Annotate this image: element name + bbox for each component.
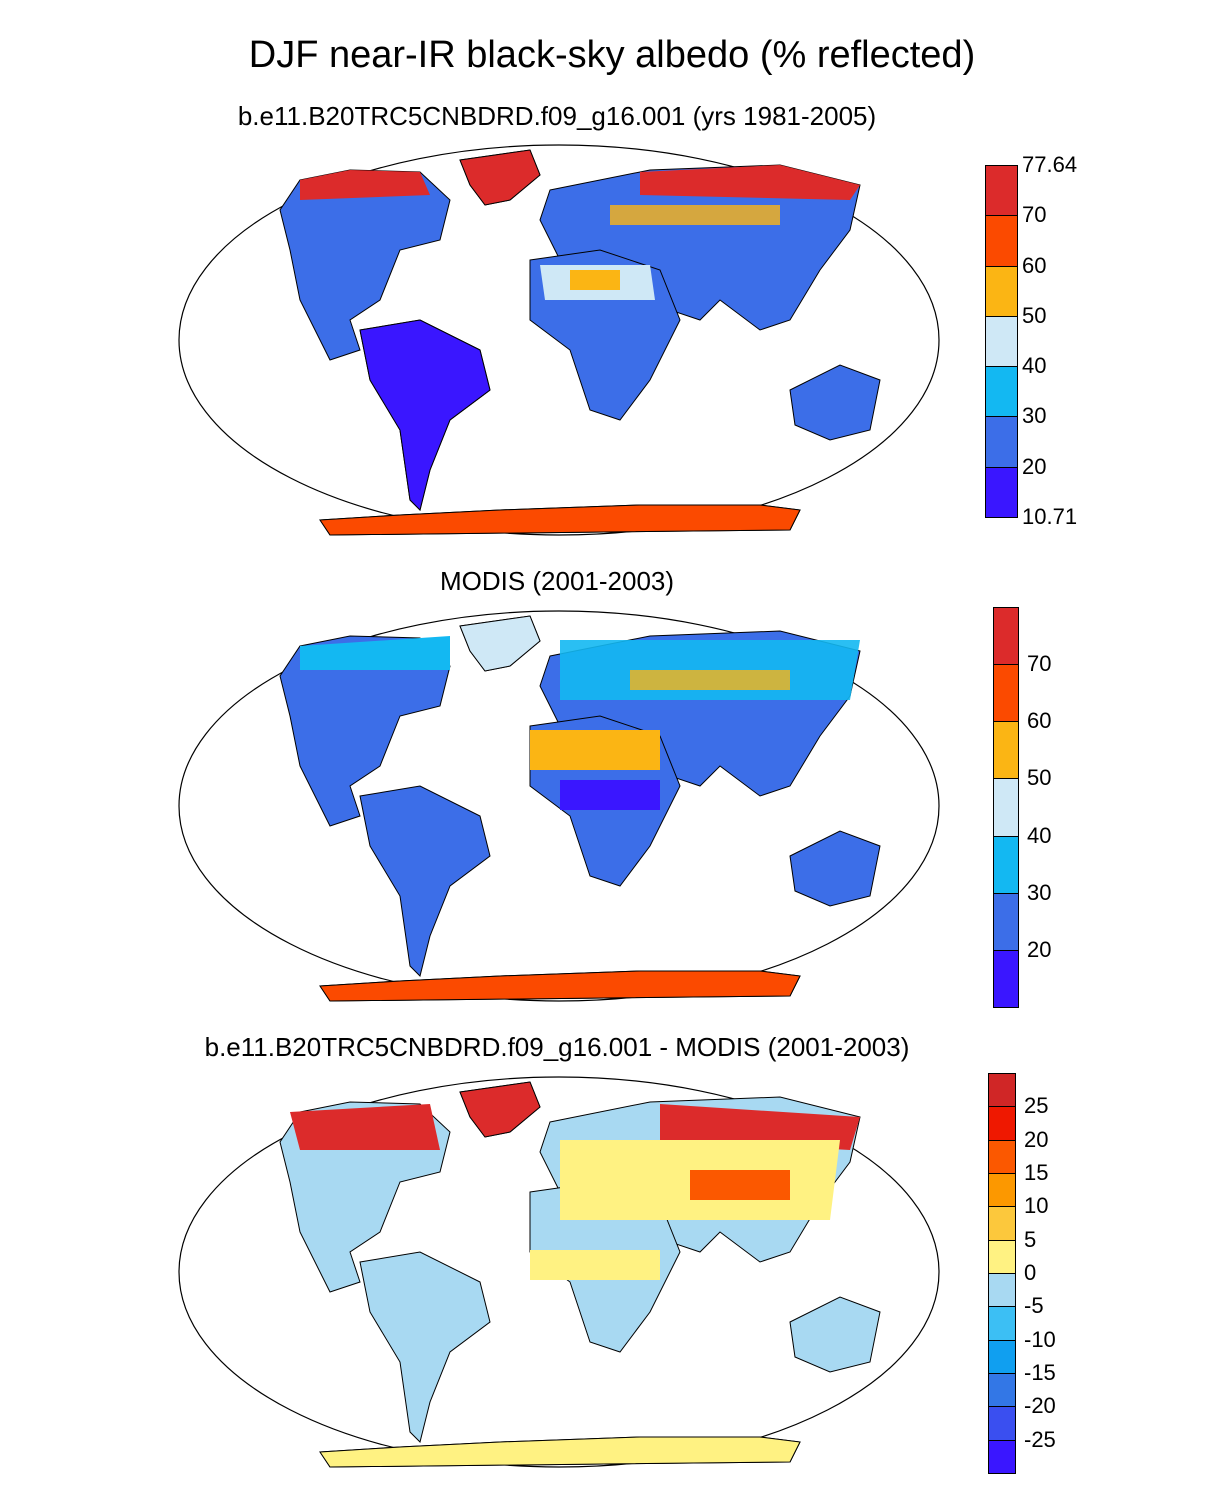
- colorbar-label: -20: [1024, 1393, 1056, 1419]
- panel-2-map: [178, 610, 940, 1002]
- colorbar-swatch: [993, 664, 1019, 723]
- colorbar-swatch: [985, 165, 1018, 217]
- colorbar-swatch: [988, 1273, 1016, 1308]
- figure-title: DJF near-IR black-sky albedo (% reflecte…: [248, 34, 976, 76]
- panel-3-sahel: [530, 1250, 660, 1280]
- panel-1-subtitle: b.e11.B20TRC5CNBDRD.f09_g16.001 (yrs 198…: [237, 101, 877, 131]
- panel-2-subtitle: MODIS (2001-2003): [439, 566, 675, 596]
- colorbar-label: 20: [1027, 936, 1052, 962]
- panel-3-canada: [290, 1104, 440, 1150]
- colorbar-label: 60: [1027, 708, 1052, 734]
- colorbar-swatch: [988, 1139, 1016, 1174]
- colorbar-swatch: [988, 1306, 1016, 1341]
- colorbar-label: 0: [1024, 1260, 1037, 1285]
- colorbar-label: 50: [1022, 302, 1047, 328]
- colorbar-swatch: [993, 778, 1019, 837]
- colorbar-label: 70: [1022, 202, 1047, 228]
- colorbar-swatch: [993, 721, 1019, 780]
- colorbar-swatch: [988, 1406, 1016, 1441]
- colorbar-swatch: [985, 416, 1018, 468]
- panel-2-sahara: [530, 730, 660, 770]
- colorbar-swatch: [993, 892, 1019, 951]
- panel-3-antarctica: [319, 1436, 801, 1468]
- colorbar-label: 10.71: [1022, 504, 1078, 529]
- colorbar-label: 10: [1024, 1193, 1049, 1219]
- panel-1-siberia: [640, 165, 860, 200]
- colorbar-swatch: [993, 949, 1019, 1008]
- colorbar-label: 50: [1027, 765, 1052, 791]
- panel-3-greenland: [459, 1081, 541, 1138]
- colorbar-label: 20: [1022, 453, 1047, 479]
- colorbar-swatch: [985, 466, 1018, 518]
- colorbar-swatch: [988, 1106, 1016, 1141]
- panel-1-greenland: [459, 149, 541, 206]
- colorbar-label: 40: [1027, 822, 1052, 848]
- colorbar-label: 30: [1027, 879, 1052, 905]
- colorbar-swatch: [988, 1173, 1016, 1208]
- panel-2-central-asia: [630, 670, 790, 690]
- colorbar-label: 30: [1022, 403, 1047, 429]
- colorbar-swatch: [985, 265, 1018, 317]
- colorbar-label: 70: [1027, 651, 1052, 677]
- colorbar-label: 60: [1022, 252, 1047, 278]
- panel-1-south-america: [359, 319, 491, 511]
- colorbar-swatch: [988, 1439, 1016, 1474]
- colorbar-label: -5: [1024, 1293, 1044, 1319]
- colorbar-label: 20: [1024, 1126, 1049, 1152]
- panel-3-siberia: [660, 1104, 860, 1150]
- colorbar-label: 15: [1024, 1160, 1049, 1185]
- colorbar-swatch: [985, 366, 1018, 418]
- panel-1-sahara-core: [570, 270, 620, 290]
- colorbar-label: -25: [1024, 1426, 1056, 1452]
- colorbar-label: -10: [1024, 1326, 1056, 1352]
- colorbar-label: 40: [1022, 353, 1047, 379]
- colorbar-swatch: [988, 1073, 1016, 1108]
- colorbar-swatch: [985, 315, 1018, 368]
- panel-1-arctic-canada: [300, 170, 430, 200]
- panel-3-central-asia: [690, 1170, 790, 1200]
- panel-3-subtitle: b.e11.B20TRC5CNBDRD.f09_g16.001 - MODIS …: [204, 1032, 910, 1062]
- colorbar-swatch: [988, 1239, 1016, 1274]
- colorbar-swatch: [988, 1373, 1016, 1408]
- panel-3-map: [178, 1076, 940, 1468]
- panel-2-antarctica: [319, 970, 801, 1002]
- panel-2-sahel: [560, 780, 660, 810]
- panel-1-central-asia: [610, 205, 780, 225]
- panel-1-map: [178, 144, 940, 536]
- colorbar-label: -15: [1024, 1360, 1056, 1385]
- panel-2-canada: [300, 636, 450, 670]
- colorbar-swatch: [988, 1206, 1016, 1241]
- panel-1-antarctica: [319, 504, 801, 536]
- colorbar-label: 77.64: [1022, 152, 1078, 177]
- colorbar-swatch: [985, 215, 1018, 267]
- colorbar-label: 25: [1024, 1093, 1049, 1119]
- colorbar-swatch: [993, 835, 1019, 894]
- colorbar-swatch: [988, 1339, 1016, 1374]
- colorbar-swatch: [993, 607, 1019, 666]
- panel-2-greenland: [459, 615, 541, 672]
- colorbar-label: 5: [1024, 1226, 1037, 1252]
